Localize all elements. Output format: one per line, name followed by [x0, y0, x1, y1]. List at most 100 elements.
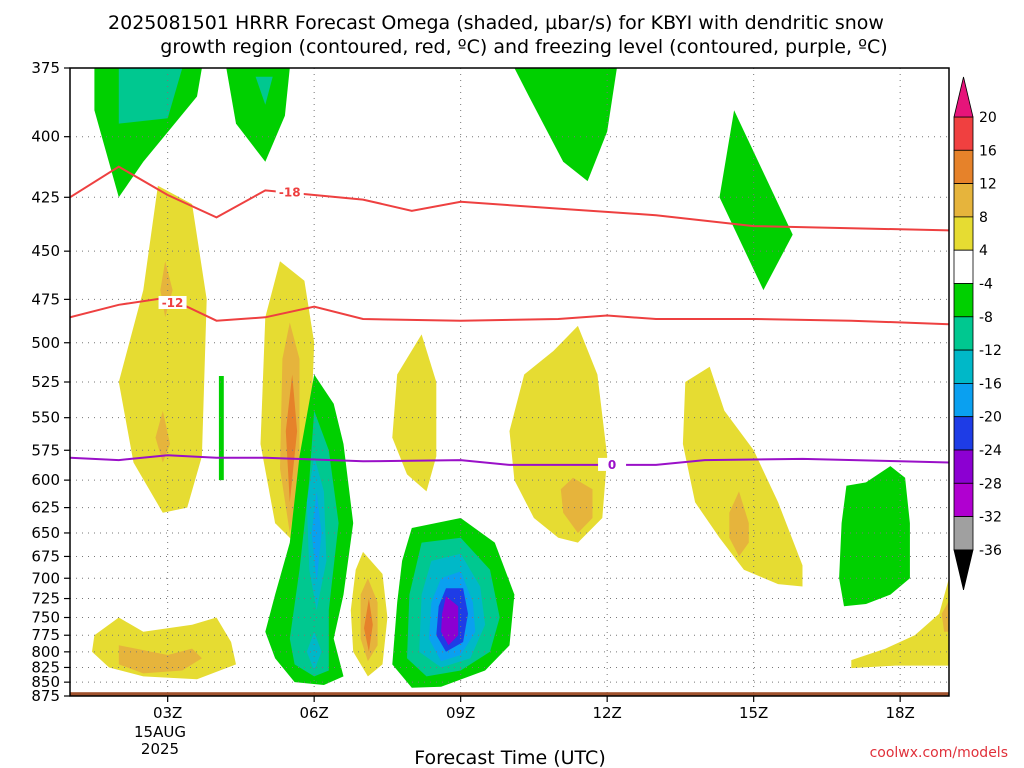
contour-0: [70, 454, 949, 466]
colorbar-label: 12: [979, 177, 997, 193]
y-tick-label: 650: [31, 524, 60, 542]
y-tick-label: 475: [31, 290, 60, 308]
omega-region: [514, 68, 617, 182]
y-tick-label: 575: [31, 441, 60, 459]
colorbar-label: -16: [979, 376, 1002, 392]
omega-region: [682, 366, 803, 587]
colorbar-label: -8: [979, 310, 993, 326]
omega-region: [118, 68, 183, 124]
y-tick-label: 450: [31, 242, 60, 260]
omega-region: [441, 596, 459, 646]
colorbar-label: -24: [979, 443, 1002, 459]
x-tick-label: 18Z: [885, 704, 914, 722]
credit-text: coolwx.com/models: [870, 745, 1008, 761]
contour-label-bg: [158, 296, 187, 310]
colorbar-swatch: [953, 183, 974, 218]
omega-region: [941, 600, 949, 632]
colorbar-swatch: [953, 249, 974, 284]
omega-region: [719, 110, 793, 291]
y-tick-label: 750: [31, 609, 60, 627]
x-tick-label: 06Z: [299, 704, 328, 722]
y-tick-label: 625: [31, 499, 60, 517]
colorbar-swatch: [953, 116, 974, 151]
colorbar-swatch: [953, 382, 974, 418]
contour-label-bg: [598, 457, 627, 471]
chart-title-line1: 2025081501 HRRR Forecast Omega (shaded, …: [108, 12, 884, 34]
colorbar-label: -32: [979, 510, 1002, 526]
colorbar-label: 16: [979, 143, 997, 159]
y-tick-label: 600: [31, 471, 60, 489]
colorbar: 20 16 12 8 4 -4 -8 -12 -16 -20 -24 -28 -32 -36: [953, 76, 1002, 590]
x-tick-label: 09Z: [446, 704, 475, 722]
y-tick-label: 700: [31, 569, 60, 587]
omega-shading: [92, 68, 949, 688]
colorbar-swatch: [953, 349, 974, 384]
omega-region: [285, 374, 298, 503]
y-tick-label: 525: [31, 373, 60, 391]
contour-label: -18: [279, 186, 301, 200]
x-axis: 03Z 06Z 09Z 12Z 15Z 18Z: [153, 696, 915, 722]
y-tick-label: 375: [31, 59, 60, 77]
omega-region: [218, 376, 224, 481]
colorbar-swatch: [953, 216, 974, 251]
y-tick-label: 825: [31, 658, 60, 676]
colorbar-label: 4: [979, 243, 988, 259]
omega-region: [851, 578, 949, 669]
date-label-day: 15AUG: [134, 723, 186, 741]
colorbar-swatch: [953, 516, 974, 551]
colorbar-bottom-arrow: [953, 549, 974, 590]
colorbar-swatch: [953, 449, 974, 484]
ground-surface: [70, 692, 949, 696]
y-tick-label: 550: [31, 409, 60, 427]
omega-region: [364, 598, 373, 652]
omega-region: [226, 68, 290, 162]
colorbar-label: -4: [979, 277, 993, 293]
omega-region: [560, 477, 593, 533]
omega-region: [155, 410, 171, 463]
y-tick-label: 675: [31, 547, 60, 565]
x-axis-label: Forecast Time (UTC): [414, 747, 605, 768]
colorbar-swatch: [953, 482, 974, 517]
colorbar-label: -20: [979, 410, 1002, 426]
x-tick-label: 15Z: [739, 704, 768, 722]
chart-title-line2: growth region (contoured, red, ºC) and f…: [160, 36, 887, 58]
omega-region: [306, 631, 322, 671]
date-label-year: 2025: [141, 740, 179, 758]
colorbar-label: -36: [979, 543, 1002, 559]
y-tick-label: 875: [31, 687, 60, 705]
y-tick-label: 725: [31, 590, 60, 608]
y-tick-label: 425: [31, 188, 60, 206]
colorbar-top-arrow: [953, 76, 974, 118]
y-tick-label: 500: [31, 334, 60, 352]
colorbar-label: 20: [979, 110, 997, 126]
grid-lines: [70, 68, 949, 696]
colorbar-label: -12: [979, 343, 1002, 359]
omega-region: [839, 466, 910, 607]
y-axis: 375 400 425 450 475 500 525 550 575 600 625 650 675 7…: [31, 59, 70, 705]
omega-region: [392, 334, 437, 492]
contour--18: [70, 165, 949, 232]
omega-region: [118, 645, 202, 674]
y-tick-label: 400: [31, 128, 60, 146]
colorbar-swatch: [953, 316, 974, 351]
y-tick-label: 850: [31, 673, 60, 691]
contour-label: 0: [608, 458, 616, 472]
omega-region: [311, 491, 322, 583]
omega-region: [729, 491, 749, 557]
colorbar-swatch: [953, 149, 974, 185]
colorbar-label: -28: [979, 476, 1002, 492]
colorbar-swatch: [953, 283, 974, 318]
x-tick-label: 03Z: [153, 704, 182, 722]
colorbar-label: 8: [979, 210, 988, 226]
contour-lines: -18 -12 0: [70, 165, 949, 472]
contour-label: -12: [162, 296, 184, 310]
contour-label-bg: [275, 185, 304, 199]
y-tick-label: 775: [31, 626, 60, 644]
omega-region: [118, 185, 207, 513]
x-tick-label: 12Z: [592, 704, 621, 722]
colorbar-swatch: [953, 416, 974, 451]
omega-region: [255, 76, 273, 105]
y-tick-label: 800: [31, 643, 60, 661]
ground-band: [70, 692, 949, 696]
